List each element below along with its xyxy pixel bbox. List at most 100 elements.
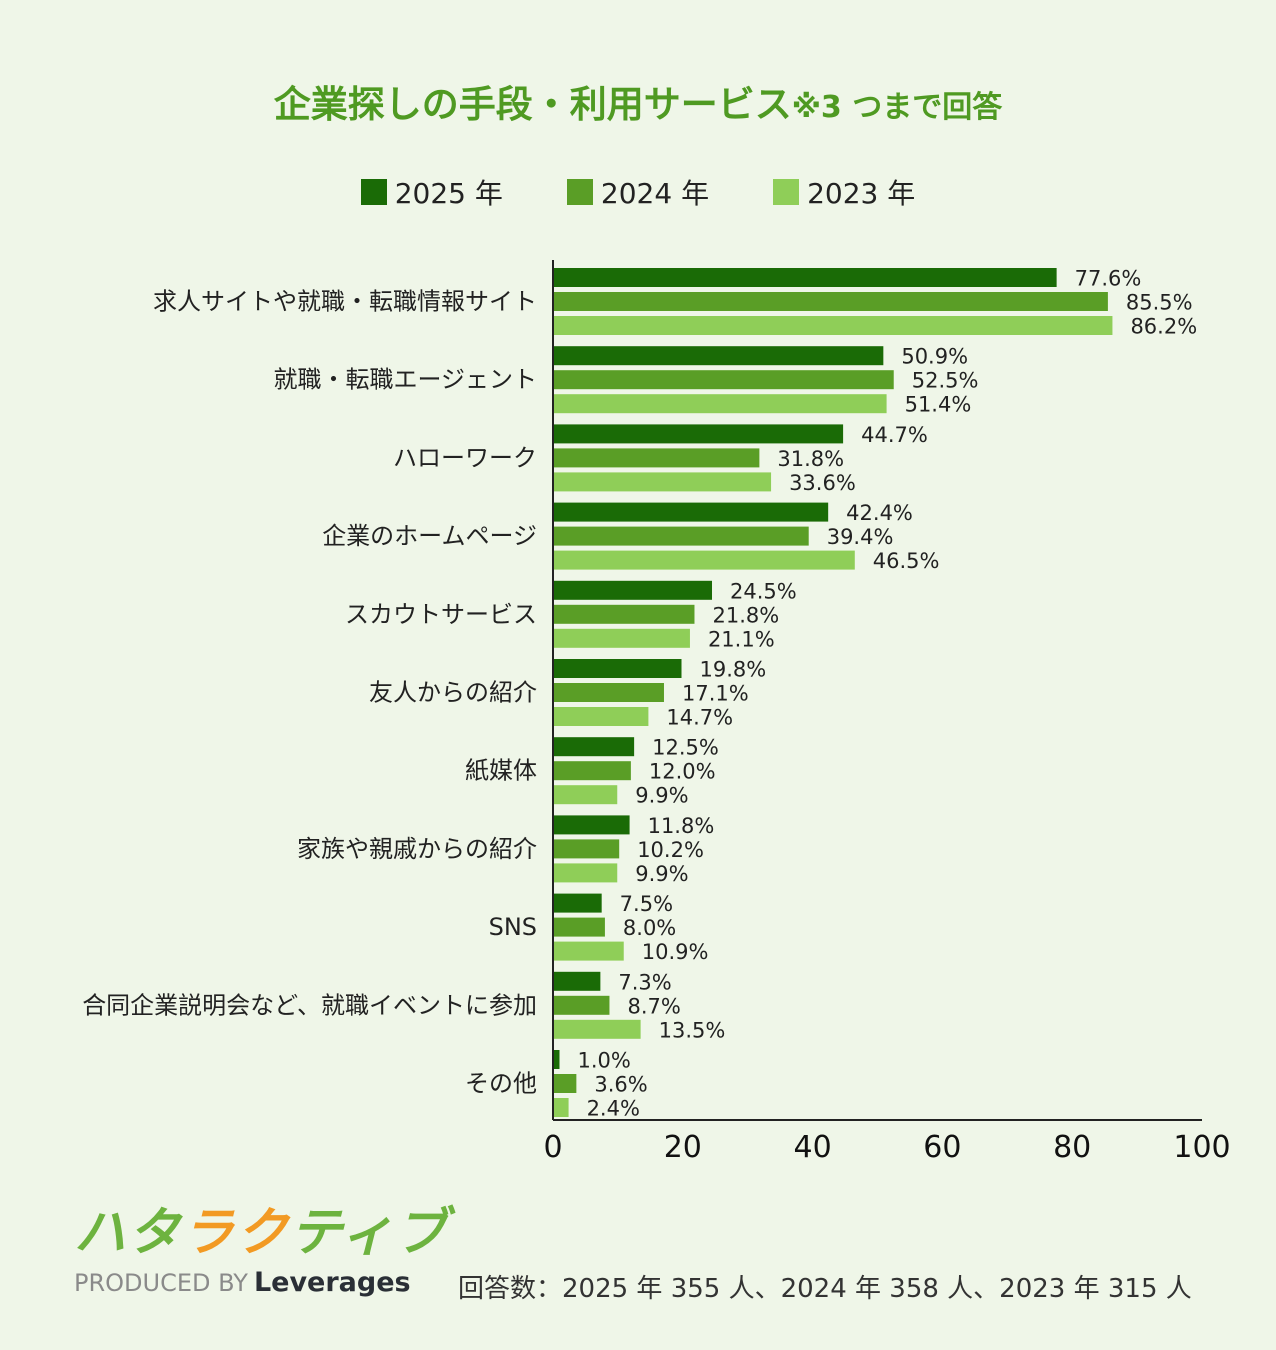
data-label: 3.6% bbox=[594, 1073, 647, 1097]
bar bbox=[553, 761, 631, 781]
data-label: 21.8% bbox=[712, 603, 779, 627]
data-label: 8.0% bbox=[623, 916, 676, 940]
legend-swatch bbox=[566, 179, 593, 205]
category-label: その他 bbox=[465, 1070, 537, 1098]
data-label: 52.5% bbox=[912, 369, 979, 393]
bar bbox=[553, 995, 610, 1015]
logo-produced-by: PRODUCED BY Leverages bbox=[74, 1267, 411, 1298]
bar bbox=[553, 941, 624, 961]
data-label: 14.7% bbox=[666, 706, 733, 730]
x-tick-label: 80 bbox=[1053, 1130, 1091, 1165]
bar bbox=[553, 292, 1108, 311]
x-tick-label: 0 bbox=[543, 1130, 562, 1165]
bar-chart: 求人サイトや就職・転職情報サイト 77.6%85.5%86.2% 就職・転職エージェ… bbox=[82, 260, 1231, 1165]
bar bbox=[553, 268, 1057, 287]
legend-label: 2023 年 bbox=[807, 177, 916, 210]
data-label: 7.5% bbox=[620, 892, 673, 916]
bar bbox=[553, 1050, 560, 1069]
data-label: 7.3% bbox=[618, 970, 671, 994]
data-label: 9.9% bbox=[635, 784, 688, 808]
bar bbox=[553, 580, 713, 600]
category-label: 就職・転職エージェント bbox=[273, 366, 537, 394]
data-label: 12.0% bbox=[649, 760, 716, 784]
bar bbox=[553, 683, 664, 702]
data-label: 21.1% bbox=[708, 627, 775, 651]
footnote: 回答数：2025 年 355 人、2024 年 358 人、2023 年 315… bbox=[458, 1274, 1192, 1304]
logo-mark: ハタラクティブ bbox=[74, 1203, 449, 1263]
data-label: 13.5% bbox=[659, 1018, 726, 1042]
data-label: 10.9% bbox=[642, 940, 709, 964]
category-label: 友人からの紹介 bbox=[369, 679, 537, 707]
data-label: 50.9% bbox=[901, 345, 968, 369]
bar bbox=[553, 863, 618, 883]
bar bbox=[553, 785, 618, 805]
legend-label: 2024 年 bbox=[600, 177, 710, 210]
chart-title: 企業探しの手段・利用サービス※3 つまで回答 bbox=[0, 74, 1276, 128]
data-label: 9.9% bbox=[635, 862, 688, 886]
data-label: 44.7% bbox=[861, 423, 928, 447]
legend-item-2023: 2023 年 bbox=[773, 172, 915, 212]
category-label: 企業のホームページ bbox=[322, 522, 537, 550]
bar bbox=[553, 316, 1113, 335]
bar bbox=[553, 448, 760, 468]
title-note: ※3 つまで回答 bbox=[791, 90, 1003, 125]
bar bbox=[553, 815, 630, 835]
data-label: 8.7% bbox=[627, 994, 680, 1018]
bar bbox=[553, 659, 682, 678]
data-label: 77.6% bbox=[1075, 267, 1142, 291]
bar bbox=[553, 839, 620, 859]
data-label: 12.5% bbox=[652, 736, 719, 760]
data-label: 51.4% bbox=[905, 393, 972, 417]
bar bbox=[553, 707, 649, 726]
bar bbox=[553, 893, 602, 913]
x-tick-label: 60 bbox=[923, 1130, 961, 1165]
data-label: 1.0% bbox=[577, 1049, 630, 1073]
data-label: 39.4% bbox=[827, 525, 894, 549]
bar bbox=[553, 346, 884, 366]
legend-swatch bbox=[360, 179, 387, 205]
data-label: 17.1% bbox=[682, 682, 749, 706]
bar bbox=[553, 604, 695, 624]
bar bbox=[553, 502, 829, 522]
data-label: 11.8% bbox=[648, 814, 715, 838]
category-label: 紙媒体 bbox=[465, 757, 537, 785]
data-label: 19.8% bbox=[700, 658, 767, 682]
bar bbox=[553, 472, 772, 492]
x-tick-label: 100 bbox=[1173, 1130, 1230, 1165]
bar bbox=[553, 394, 887, 414]
legend-item-2025: 2025 年 bbox=[360, 172, 503, 212]
bar bbox=[553, 370, 894, 390]
bar bbox=[553, 1098, 569, 1117]
data-label: 2.4% bbox=[587, 1097, 640, 1121]
data-label: 86.2% bbox=[1130, 315, 1197, 339]
category-label: スカウトサービス bbox=[345, 600, 537, 628]
bar bbox=[553, 526, 809, 546]
title-text: 企業探しの手段・利用サービス bbox=[273, 83, 792, 126]
x-tick-label: 40 bbox=[794, 1130, 832, 1165]
data-label: 85.5% bbox=[1126, 291, 1193, 315]
bar bbox=[553, 628, 690, 648]
bar bbox=[553, 1019, 641, 1039]
bar bbox=[553, 550, 855, 570]
data-label: 24.5% bbox=[730, 579, 797, 603]
logo: ハタラクティブ PRODUCED BY Leverages bbox=[74, 1205, 449, 1298]
category-label: 家族や親戚からの紹介 bbox=[297, 835, 537, 863]
bar bbox=[553, 737, 635, 757]
category-label: ハローワーク bbox=[393, 444, 537, 472]
data-label: 10.2% bbox=[637, 838, 704, 862]
data-label: 42.4% bbox=[846, 501, 913, 525]
data-label: 46.5% bbox=[873, 549, 940, 573]
bar bbox=[553, 1074, 577, 1093]
category-label: SNS bbox=[489, 913, 537, 941]
data-label: 31.8% bbox=[777, 447, 844, 471]
category-label: 合同企業説明会など、就職イベントに参加 bbox=[82, 991, 537, 1019]
bar bbox=[553, 971, 601, 991]
legend-item-2024: 2024 年 bbox=[566, 172, 710, 212]
legend: 2025 年 2024 年 2023 年 bbox=[0, 172, 1276, 212]
bar bbox=[553, 917, 605, 937]
x-tick-label: 20 bbox=[664, 1130, 702, 1165]
legend-label: 2025 年 bbox=[394, 177, 503, 210]
data-label: 33.6% bbox=[789, 471, 856, 495]
category-label: 求人サイトや就職・転職情報サイト bbox=[153, 288, 537, 316]
legend-swatch bbox=[773, 179, 800, 205]
